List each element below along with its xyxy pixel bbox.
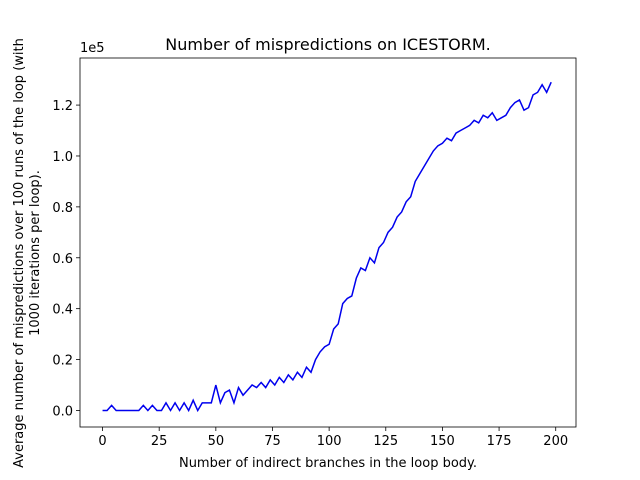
y-tick-label: 0.8 bbox=[52, 201, 73, 216]
x-tick-label: 150 bbox=[430, 434, 455, 449]
x-tick-label: 125 bbox=[373, 434, 398, 449]
x-tick-label: 200 bbox=[543, 434, 568, 449]
x-tick-label: 100 bbox=[317, 434, 342, 449]
y-axis-label: Average number of mispredictions over 10… bbox=[12, 38, 27, 468]
y-tick-label: 0.2 bbox=[52, 354, 73, 369]
x-tick-label: 175 bbox=[487, 434, 512, 449]
y-axis-label: 1000 iterations per loop). bbox=[28, 170, 43, 336]
x-axis-label: Number of indirect branches in the loop … bbox=[179, 456, 477, 471]
y-tick-label: 0.6 bbox=[52, 252, 73, 267]
y-tick-label: 0.4 bbox=[52, 303, 73, 318]
y-tick-label: 0.0 bbox=[52, 404, 73, 419]
chart-title: Number of mispredictions on ICESTORM. bbox=[165, 35, 490, 54]
x-tick-label: 25 bbox=[151, 434, 168, 449]
data-line bbox=[102, 81, 552, 413]
y-tick-label: 1.0 bbox=[52, 150, 73, 165]
x-tick-label: 50 bbox=[208, 434, 225, 449]
x-tick-label: 75 bbox=[264, 434, 281, 449]
x-tick-label: 0 bbox=[98, 434, 106, 449]
y-offset-label: 1e5 bbox=[80, 41, 105, 56]
plot-frame bbox=[79, 57, 577, 428]
y-tick-label: 1.2 bbox=[52, 99, 73, 114]
